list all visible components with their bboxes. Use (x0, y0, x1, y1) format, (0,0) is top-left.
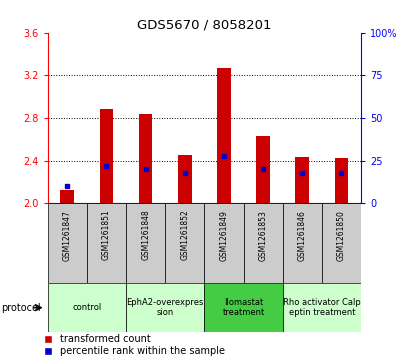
Text: GSM1261849: GSM1261849 (220, 210, 229, 261)
Text: GSM1261846: GSM1261846 (298, 210, 307, 261)
Bar (205, 203, 244, 283)
Bar (283, 283, 361, 332)
Text: GSM1261848: GSM1261848 (141, 210, 150, 260)
Title: GDS5670 / 8058201: GDS5670 / 8058201 (137, 19, 272, 32)
Bar (334, 159, 348, 203)
Bar (283, 203, 322, 283)
Text: GSM1261853: GSM1261853 (259, 210, 268, 261)
Bar (48, 283, 126, 332)
Bar (244, 203, 283, 283)
Bar (322, 203, 361, 283)
Legend: transformed count, percentile rank within the sample: transformed count, percentile rank withi… (42, 332, 227, 358)
Text: GSM1261847: GSM1261847 (63, 210, 72, 261)
Bar (87, 203, 126, 283)
Bar (126, 283, 205, 332)
Text: GSM1261852: GSM1261852 (180, 210, 189, 260)
Text: EphA2-overexpres
sion: EphA2-overexpres sion (127, 298, 204, 317)
Text: GSM1261850: GSM1261850 (337, 210, 346, 261)
Text: Ilomastat
treatment: Ilomastat treatment (222, 298, 265, 317)
Bar (295, 158, 309, 203)
Bar (61, 191, 74, 203)
Text: Rho activator Calp
eptin treatment: Rho activator Calp eptin treatment (283, 298, 361, 317)
Text: control: control (72, 303, 102, 312)
Bar (178, 155, 192, 203)
Bar (205, 283, 283, 332)
Bar (217, 68, 231, 203)
Text: protocol: protocol (1, 303, 40, 313)
Bar (165, 203, 204, 283)
Bar (139, 114, 152, 203)
Bar (100, 110, 113, 203)
Bar (48, 203, 87, 283)
Bar (256, 136, 270, 203)
Bar (126, 203, 165, 283)
Text: GSM1261851: GSM1261851 (102, 210, 111, 260)
